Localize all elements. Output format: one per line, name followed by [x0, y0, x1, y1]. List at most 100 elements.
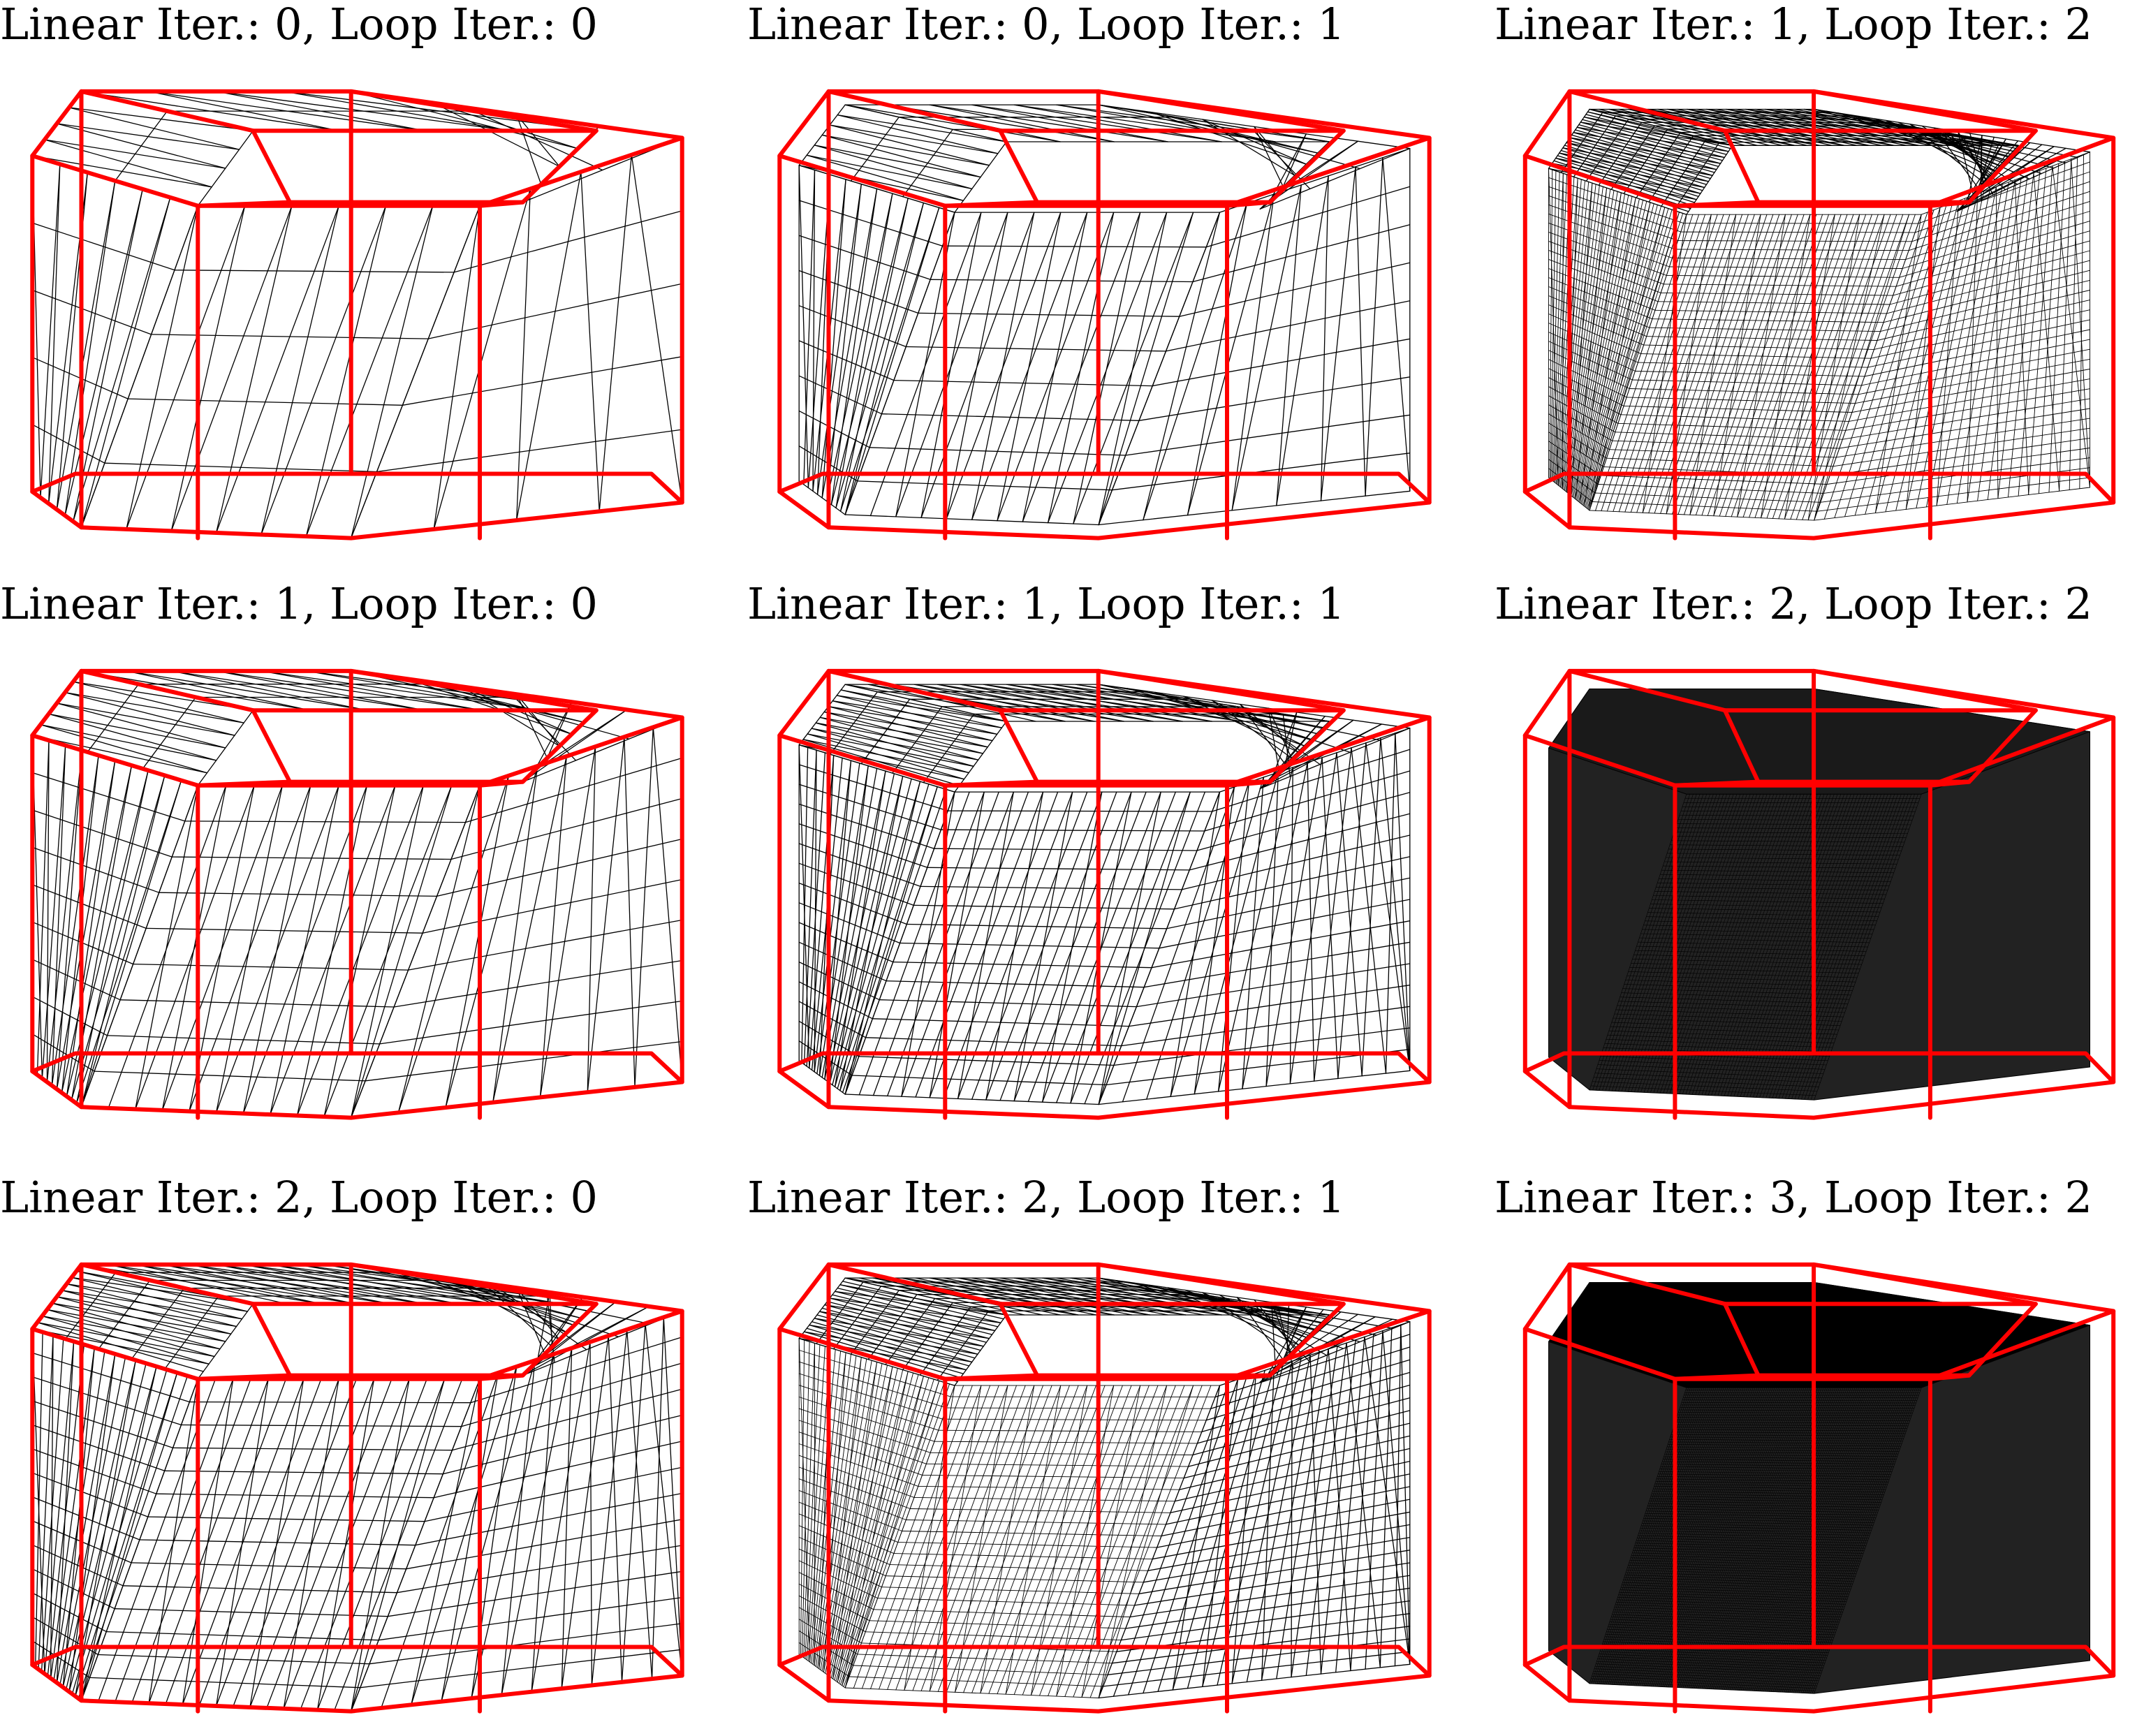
mesh-edge — [1114, 1028, 1410, 1066]
mesh-edge — [454, 211, 682, 272]
mesh-edge — [1203, 119, 1295, 175]
mesh-edge — [82, 198, 170, 528]
mesh-edge — [115, 1609, 388, 1617]
mesh-edge — [1814, 487, 2090, 520]
mesh-edge — [903, 129, 953, 196]
mesh-edge — [1351, 748, 1386, 1073]
mesh-edge — [98, 1655, 369, 1664]
mesh-edge — [1647, 337, 1877, 341]
mesh-edge — [1232, 194, 1274, 510]
mesh-edge — [799, 765, 948, 811]
mesh-edge — [1907, 126, 2030, 179]
mesh-edge — [837, 1378, 929, 1682]
mesh-edge — [1057, 1385, 1114, 1696]
mesh-edge — [830, 125, 989, 165]
mesh-edge — [886, 1576, 1143, 1582]
mesh-edge — [859, 1057, 1114, 1066]
mesh-edge — [517, 115, 541, 184]
mesh-edge — [1242, 777, 1263, 1089]
panel-title: Linear Iter.: 0, Loop Iter.: 1 — [747, 0, 1345, 49]
mesh-edge — [799, 745, 955, 792]
mesh-edge — [822, 135, 989, 165]
mesh-edge — [105, 463, 377, 471]
mesh-edge — [1321, 167, 1356, 501]
mesh-edge — [1048, 212, 1114, 522]
mesh-edge — [377, 429, 682, 471]
mesh-edge — [845, 1094, 1099, 1105]
mesh-edge — [1627, 397, 1855, 404]
mesh-edge — [910, 1509, 1170, 1513]
mesh-edge — [914, 1497, 1175, 1501]
mesh-edge — [517, 172, 581, 520]
mesh-edge — [799, 376, 881, 414]
mesh-edge — [270, 786, 339, 1115]
mesh-edge — [73, 189, 143, 522]
mesh-edge — [135, 786, 254, 1110]
mesh-edge — [94, 1071, 365, 1081]
mesh-edge — [148, 1517, 425, 1522]
mesh-edge — [142, 698, 196, 769]
mesh-edge — [1658, 302, 1890, 304]
cage-face — [32, 474, 682, 538]
mesh-edge — [49, 714, 216, 760]
mesh-edge — [653, 727, 682, 1082]
mesh-edge — [799, 165, 955, 212]
mesh-edge — [380, 1001, 682, 1044]
mesh-edge — [243, 786, 311, 1114]
mesh-wireframe — [0, 1229, 714, 1736]
panel-title: Linear Iter.: 2, Loop Iter.: 1 — [747, 1173, 1345, 1222]
mesh-edge — [827, 193, 893, 501]
mesh-edge — [1877, 290, 2090, 341]
mesh-edge — [82, 206, 198, 528]
mesh-edge — [874, 1610, 1130, 1617]
mesh-edge — [1638, 362, 1868, 367]
mesh-edge — [1967, 193, 1978, 502]
mesh-edge — [893, 962, 1152, 968]
mesh-edge — [1644, 345, 1874, 349]
mesh-edge — [1073, 212, 1194, 524]
mesh-edge — [799, 1385, 939, 1431]
mesh-edge — [799, 165, 808, 488]
mesh-edge — [799, 271, 918, 314]
mesh-edge — [434, 189, 530, 529]
mesh-edge — [493, 756, 566, 1103]
mesh-edge — [799, 1444, 918, 1487]
mesh-edge — [1868, 320, 2090, 367]
cage-face — [1525, 91, 2113, 206]
mesh-edge — [841, 198, 909, 511]
mesh-edge — [799, 804, 934, 849]
mesh-edge — [799, 200, 942, 246]
mesh-edge — [126, 206, 198, 529]
panel-title: Linear Iter.: 1, Loop Iter.: 2 — [1495, 0, 2092, 49]
panel-linear-2-loop-1: Linear Iter.: 2, Loop Iter.: 1 — [747, 1173, 1462, 1736]
mesh-edge — [823, 1364, 882, 1672]
mesh-edge — [57, 703, 235, 735]
mesh-edge — [324, 786, 452, 1117]
mesh-edge — [1073, 1385, 1194, 1697]
mesh-edge — [1346, 1343, 1380, 1668]
mesh-edge — [635, 727, 653, 1087]
mesh-edge — [72, 775, 165, 1100]
mesh-edge — [1580, 193, 1621, 503]
mesh-edge — [1592, 502, 1817, 512]
mesh-edge — [216, 206, 339, 533]
mesh-wireframe — [1495, 1229, 2144, 1736]
mesh-edge — [799, 1408, 930, 1452]
mesh-wireframe — [1495, 56, 2144, 563]
mesh-edge — [1589, 207, 1665, 510]
mesh-edge — [1858, 349, 2090, 395]
panel-title: Linear Iter.: 3, Loop Iter.: 2 — [1495, 1173, 2092, 1222]
mesh-edge — [1099, 1385, 1219, 1698]
mesh-edge — [1189, 1411, 1410, 1466]
mesh-edge — [1589, 510, 1814, 520]
panel-title: Linear Iter.: 1, Loop Iter.: 1 — [747, 580, 1345, 628]
mesh-edge — [590, 1342, 592, 1686]
mesh-edge — [131, 1563, 406, 1569]
mesh-edge — [1188, 194, 1275, 515]
mesh-wireframe — [0, 635, 714, 1142]
mesh-edge — [1277, 1349, 1328, 1679]
mesh-edge — [930, 105, 1114, 142]
mesh-edge — [853, 1665, 1108, 1675]
mesh-edge — [451, 799, 682, 860]
mesh-edge — [837, 1367, 893, 1682]
